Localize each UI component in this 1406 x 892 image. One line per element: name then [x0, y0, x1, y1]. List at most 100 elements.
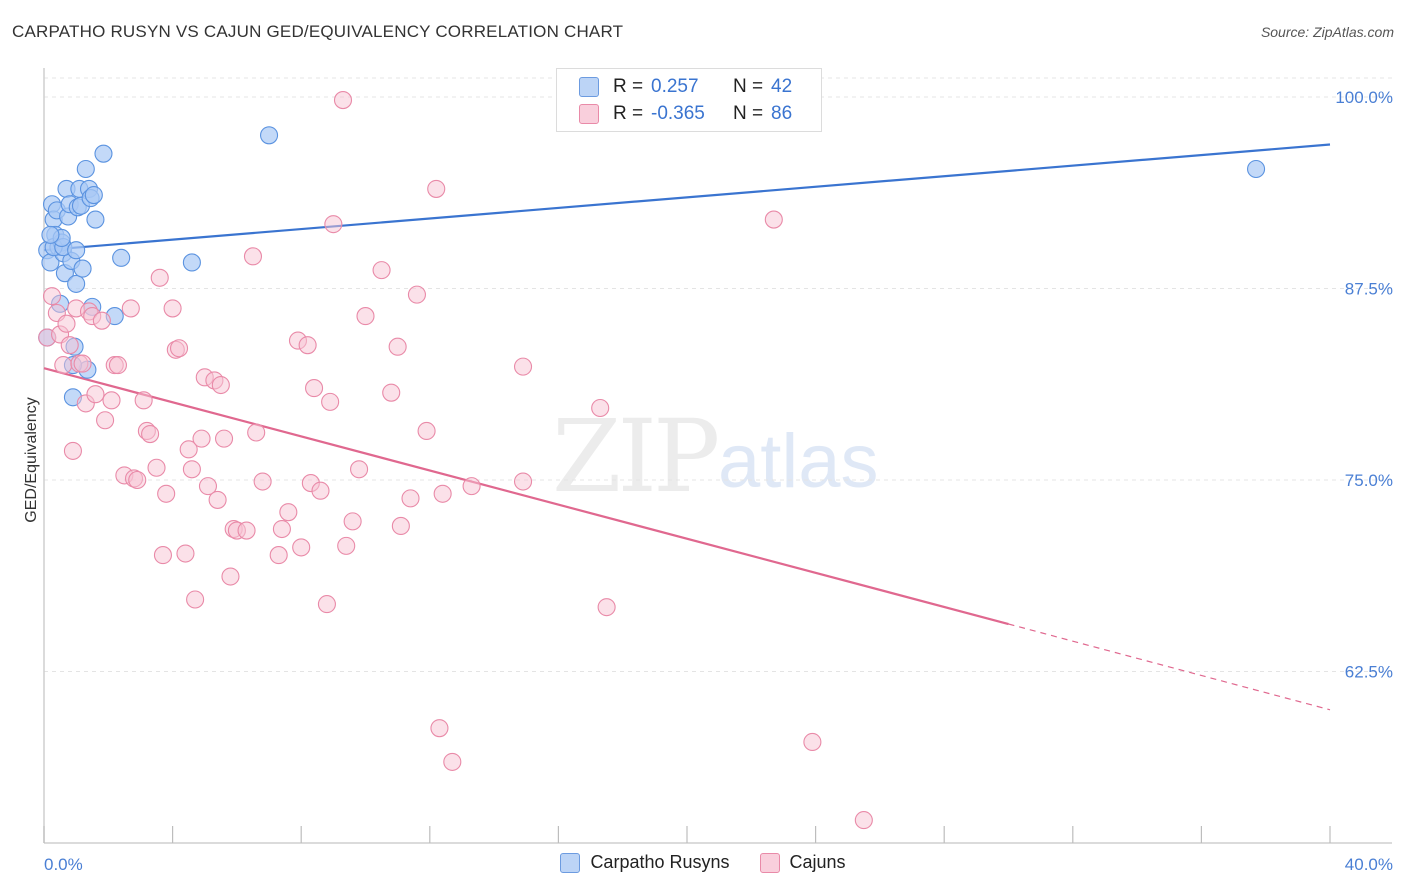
point-cajun: [214, 429, 234, 448]
point-cajun: [54, 356, 73, 375]
point-cajun: [292, 538, 311, 557]
point-cajun: [176, 544, 195, 563]
point-cajun: [163, 299, 182, 318]
point-cajun: [147, 458, 166, 477]
point-cajun: [462, 477, 481, 496]
point-cajun: [391, 516, 410, 536]
legend-swatch-pink: [579, 104, 599, 124]
point-cajun: [73, 354, 92, 373]
source-label: Source: ZipAtlas.com: [1260, 24, 1394, 40]
point-carpatho: [76, 159, 95, 179]
point-carpatho: [86, 210, 105, 229]
point-cajun: [597, 598, 616, 617]
legend-n-label: N =: [733, 76, 764, 97]
legend-swatch-blue: [579, 77, 599, 97]
point-cajun: [237, 521, 256, 540]
point-cajun: [513, 357, 533, 376]
bottom-legend-carpatho[interactable]: Carpatho Rusyns: [560, 852, 730, 873]
point-cajun: [150, 268, 169, 287]
point-cajun: [803, 732, 822, 752]
y-tick-label: 62.5%: [1345, 663, 1393, 682]
point-cajun: [169, 339, 189, 358]
point-cajun: [333, 91, 353, 110]
point-cajun: [102, 391, 121, 410]
bottom-legend-swatch-blue: [560, 852, 581, 873]
legend: R = 0.257 N = 42 R = -0.365 N = 86: [556, 68, 822, 132]
point-cajun: [388, 337, 407, 356]
grid-lines: [44, 77, 1392, 672]
chart-title: CARPATHO RUSYN VS CAJUN GED/EQUIVALENCY …: [12, 22, 624, 41]
point-carpatho: [1247, 159, 1266, 179]
point-cajun: [350, 460, 369, 479]
point-cajun: [134, 391, 153, 410]
trend-line-cajun: [43, 367, 1009, 626]
y-tick-label: 75.0%: [1345, 471, 1393, 490]
point-cajun: [317, 595, 336, 614]
x-tick-label: 40.0%: [1345, 855, 1393, 874]
bottom-legend-cajun[interactable]: Cajuns: [759, 852, 846, 873]
point-cajun: [382, 383, 401, 402]
point-cajun: [192, 429, 211, 448]
point-cajun: [417, 421, 436, 441]
y-tick-label: 87.5%: [1345, 280, 1393, 299]
point-cajun: [272, 519, 291, 539]
point-cajun: [372, 261, 391, 280]
legend-row-cajun: R = -0.365 N = 86: [579, 102, 792, 126]
point-cajun: [108, 356, 127, 375]
point-cajun: [57, 314, 76, 333]
watermark-zip: ZIP: [552, 398, 720, 515]
point-carpatho: [94, 144, 113, 163]
point-cajun: [186, 590, 205, 609]
point-cajun: [211, 375, 230, 395]
legend-n-value: 86: [771, 103, 793, 124]
point-cajun: [764, 210, 783, 229]
legend-r-label: R =: [613, 103, 644, 124]
point-carpatho: [259, 126, 279, 145]
point-cajun: [356, 307, 375, 326]
x-tick-label: 0.0%: [44, 855, 83, 874]
point-cajun: [305, 379, 324, 398]
point-cajun: [321, 392, 340, 411]
data-points: [38, 91, 1266, 830]
point-cajun: [311, 481, 330, 500]
point-cajun: [157, 484, 176, 503]
trend-line-carpatho: [43, 143, 1331, 252]
point-cajun: [243, 247, 263, 266]
point-cajun: [60, 336, 79, 355]
point-cajun: [63, 441, 82, 460]
point-carpatho: [182, 253, 201, 272]
trend-lines: [43, 143, 1331, 711]
point-cajun: [221, 567, 240, 586]
point-cajun: [427, 179, 446, 198]
point-cajun: [433, 484, 452, 503]
tick-labels: 62.5% 75.0% 87.5% 100.0% 0.0% 40.0%: [44, 88, 1393, 874]
bottom-legend-label-carpatho: Carpatho Rusyns: [590, 852, 730, 872]
point-cajun: [153, 546, 173, 565]
point-carpatho: [73, 259, 92, 278]
point-cajun: [324, 215, 343, 234]
point-cajun: [92, 311, 111, 330]
point-cajun: [513, 472, 533, 491]
point-cajun: [247, 423, 266, 442]
point-cajun: [121, 299, 140, 318]
point-cajun: [401, 489, 420, 508]
point-carpatho: [67, 241, 86, 260]
legend-n-value: 42: [771, 76, 793, 97]
point-carpatho: [67, 274, 86, 293]
point-cajun: [208, 490, 227, 509]
legend-r-label: R =: [613, 76, 644, 97]
watermark-atlas: atlas: [718, 419, 879, 504]
point-cajun: [182, 460, 201, 479]
trend-line-extension-cajun: [1008, 623, 1331, 711]
bottom-legend: Carpatho Rusyns Cajuns: [0, 852, 1406, 873]
point-carpatho: [41, 225, 60, 244]
legend-r-value: -0.365: [651, 103, 705, 124]
point-cajun: [96, 411, 115, 430]
bottom-legend-swatch-pink: [759, 852, 780, 873]
y-tick-label: 100.0%: [1335, 88, 1393, 107]
point-cajun: [42, 287, 62, 306]
point-cajun: [443, 752, 462, 771]
point-carpatho: [84, 185, 103, 205]
legend-row-carpatho: R = 0.257 N = 42: [579, 75, 792, 99]
